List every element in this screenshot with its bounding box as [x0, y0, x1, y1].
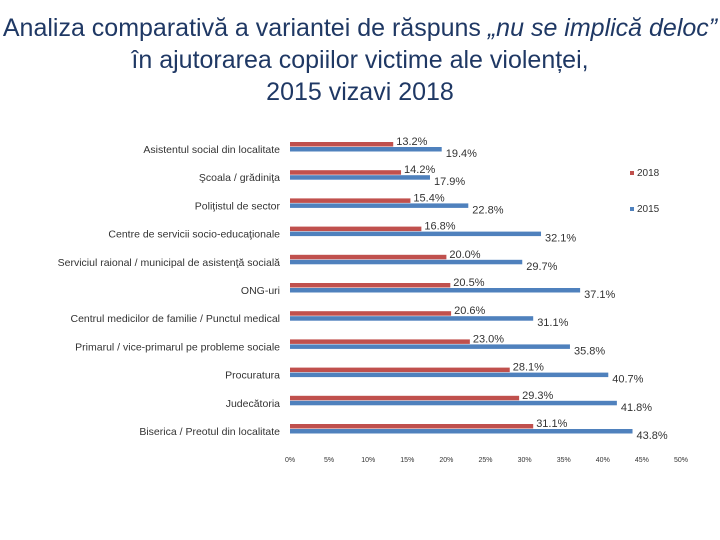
value-labels-layer: 13.2% 19.4% 14.2%17.9% 15.4% 22.8% 16.8% 32.1%… [396, 136, 668, 442]
data-label-2018: 20.0% [449, 249, 480, 261]
bar-2015 [290, 175, 430, 180]
title-quoted-answer: „nu se implică deloc” [487, 14, 718, 42]
category-label: Procuratura [225, 370, 280, 382]
data-label-2015: 22.8% [472, 204, 503, 216]
data-label-2018: 14.2% [404, 164, 435, 176]
data-label-2015: 43.8% [637, 430, 668, 442]
title-part-1: Analiza comparativă a variantei de răspu… [2, 14, 488, 42]
category-label: Judecătoria [226, 398, 280, 410]
bar-2018 [290, 283, 451, 288]
x-tick-label: 40% [596, 457, 610, 464]
legend-swatch-2018 [630, 171, 634, 175]
bar-2018 [290, 198, 411, 203]
bar-2015 [290, 203, 469, 208]
category-labels-layer: Asistentul social din localitate Şcoala /… [58, 144, 281, 438]
data-label-2018: 23.0% [473, 333, 504, 345]
data-label-2015: 31.1% [537, 317, 568, 329]
x-tick-label: 15% [400, 457, 414, 464]
data-label-2015: 32.1% [545, 233, 576, 245]
bar-2018 [290, 142, 394, 147]
legend-label-2018: 2018 [637, 168, 660, 179]
data-label-2015: 37.1% [584, 289, 615, 301]
category-label: Serviciul raional / municipal de asisten… [58, 257, 281, 269]
data-label-2018: 31.1% [536, 418, 567, 430]
data-label-2018: 16.8% [424, 221, 455, 233]
data-label-2015: 19.4% [446, 148, 477, 160]
bar-2015 [290, 316, 534, 321]
bar-2018 [290, 311, 452, 316]
category-label: Poliţistul de sector [195, 200, 281, 212]
data-label-2018: 13.2% [396, 136, 427, 148]
category-label: Centrul medicilor de familie / Punctul m… [70, 313, 280, 325]
category-label: Centre de servicii socio-educaţionale [108, 229, 280, 241]
bar-2015 [290, 372, 609, 378]
x-tick-label: 0% [285, 457, 295, 464]
bar-2018 [290, 254, 447, 260]
category-label: Asistentul social din localitate [143, 144, 280, 156]
bar-2018 [290, 339, 470, 344]
data-label-2015: 41.8% [621, 402, 652, 414]
chart-title: Analiza comparativă a variantei de răspu… [0, 12, 720, 108]
data-label-2018: 28.1% [513, 362, 544, 374]
data-label-2018: 29.3% [522, 390, 553, 402]
bar-2015 [290, 400, 617, 406]
bar-2018 [290, 395, 520, 401]
category-label: ONG-uri [241, 285, 280, 297]
bar-2015 [290, 147, 442, 152]
data-label-2015: 29.7% [526, 261, 557, 273]
bar-2015 [290, 231, 542, 237]
title-line-1: Analiza comparativă a variantei de răspu… [0, 12, 720, 76]
x-tick-label: 10% [361, 457, 375, 464]
x-tick-label: 50% [674, 457, 688, 464]
data-label-2015: 40.7% [612, 374, 643, 386]
bar-2015 [290, 288, 581, 293]
data-label-2018: 15.4% [413, 192, 444, 204]
data-label-2018: 20.5% [453, 277, 484, 289]
category-label: Primarul / vice-primarul pe probleme soc… [75, 341, 280, 353]
legend-swatch-2015 [630, 207, 634, 211]
x-tick-label: 25% [478, 457, 492, 464]
bar-2015 [290, 259, 523, 265]
bar-2015 [290, 429, 633, 434]
bar-2018 [290, 367, 510, 373]
data-label-2018: 20.6% [454, 305, 485, 317]
x-tick-label: 35% [557, 457, 571, 464]
data-label-2015: 35.8% [574, 345, 605, 357]
bar-2015 [290, 344, 570, 349]
category-label: Biserica / Preotul din localitate [139, 426, 280, 438]
bars-layer [290, 142, 633, 434]
x-tick-label: 30% [518, 457, 532, 464]
legend-label-2015: 2015 [637, 204, 660, 215]
legend: 2018 2015 [630, 168, 660, 215]
data-label-2015: 17.9% [434, 176, 465, 188]
x-tick-labels-layer: 0% 5% 10% 15% 20% 25% 30% 35% 40% 45% 50% [285, 457, 688, 464]
x-tick-label: 45% [635, 457, 649, 464]
x-tick-label: 20% [439, 457, 453, 464]
bar-2018 [290, 170, 402, 175]
x-tick-label: 5% [324, 457, 334, 464]
category-label: Şcoala / grădiniţa [199, 172, 280, 184]
title-line-3: 2015 vizavi 2018 [266, 78, 454, 106]
bar-2018 [290, 226, 422, 232]
title-part-3: în ajutorarea copiilor victime ale viole… [131, 46, 589, 74]
bar-2018 [290, 424, 534, 429]
